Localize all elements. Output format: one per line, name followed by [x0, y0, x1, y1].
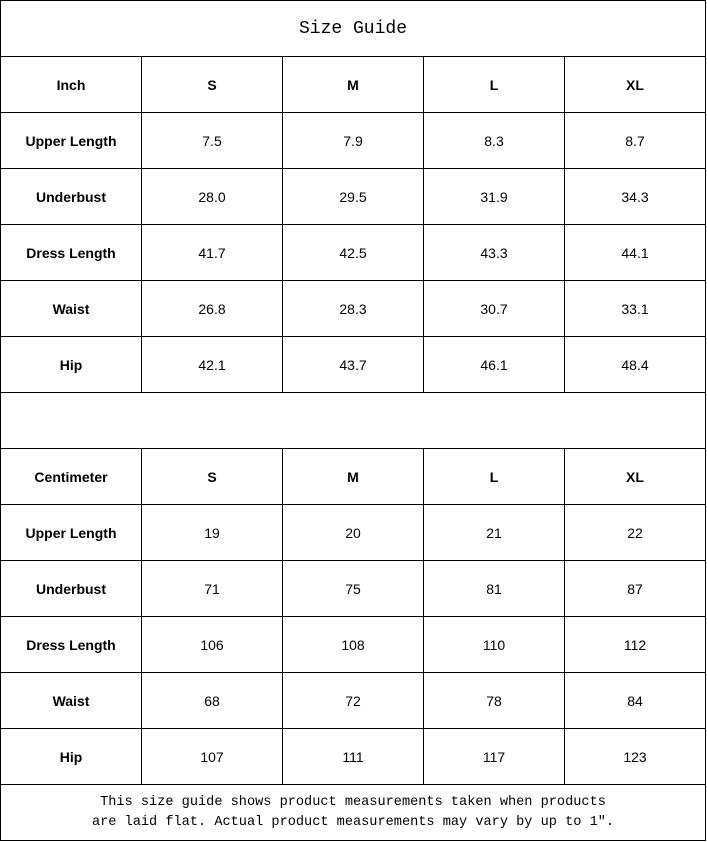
measurement-label: Upper Length [1, 113, 142, 168]
measurement-value: 106 [142, 617, 283, 672]
measurement-value: 8.7 [565, 113, 706, 168]
spacer-row [0, 392, 706, 448]
measurement-value: 43.3 [424, 225, 565, 280]
measurement-value: 123 [565, 729, 706, 784]
spacer-cell [1, 393, 706, 448]
measurement-value: 71 [142, 561, 283, 616]
measurement-value: 117 [424, 729, 565, 784]
table-row: Upper Length 7.5 7.9 8.3 8.7 [0, 112, 706, 168]
measurement-label: Underbust [1, 169, 142, 224]
table-row: Upper Length 19 20 21 22 [0, 504, 706, 560]
measurement-label: Upper Length [1, 505, 142, 560]
table-row: Underbust 28.0 29.5 31.9 34.3 [0, 168, 706, 224]
measurement-value: 7.5 [142, 113, 283, 168]
measurement-value: 72 [283, 673, 424, 728]
measurement-value: 31.9 [424, 169, 565, 224]
measurement-value: 41.7 [142, 225, 283, 280]
table-row: Hip 42.1 43.7 46.1 48.4 [0, 336, 706, 392]
measurement-label: Hip [1, 729, 142, 784]
measurement-value: 84 [565, 673, 706, 728]
measurement-value: 78 [424, 673, 565, 728]
measurement-label: Waist [1, 281, 142, 336]
measurement-value: 44.1 [565, 225, 706, 280]
measurement-value: 111 [283, 729, 424, 784]
size-header: M [283, 57, 424, 112]
footer-text: This size guide shows product measuremen… [1, 785, 706, 840]
size-header: L [424, 57, 565, 112]
measurement-value: 30.7 [424, 281, 565, 336]
table-row: Waist 26.8 28.3 30.7 33.1 [0, 280, 706, 336]
size-header: S [142, 449, 283, 504]
measurement-value: 19 [142, 505, 283, 560]
title-row: Size Guide [0, 0, 706, 56]
measurement-value: 21 [424, 505, 565, 560]
measurement-value: 42.5 [283, 225, 424, 280]
measurement-label: Hip [1, 337, 142, 392]
table-row: Underbust 71 75 81 87 [0, 560, 706, 616]
page-title: Size Guide [1, 1, 706, 56]
measurement-label: Underbust [1, 561, 142, 616]
measurement-value: 108 [283, 617, 424, 672]
table-row: Dress Length 41.7 42.5 43.3 44.1 [0, 224, 706, 280]
table-row: Waist 68 72 78 84 [0, 672, 706, 728]
measurement-value: 87 [565, 561, 706, 616]
measurement-value: 68 [142, 673, 283, 728]
measurement-value: 110 [424, 617, 565, 672]
measurement-value: 28.0 [142, 169, 283, 224]
measurement-value: 33.1 [565, 281, 706, 336]
measurement-value: 112 [565, 617, 706, 672]
size-header: L [424, 449, 565, 504]
measurement-value: 43.7 [283, 337, 424, 392]
measurement-value: 81 [424, 561, 565, 616]
size-sections: Inch S M L XL Upper Length 7.5 7.9 8.3 8.7 Underbu… [0, 56, 706, 784]
footer-line-1: This size guide shows product measuremen… [100, 794, 606, 810]
table-row: Hip 107 111 117 123 [0, 728, 706, 784]
measurement-value: 26.8 [142, 281, 283, 336]
unit-header: Centimeter [1, 449, 142, 504]
header-row: Inch S M L XL [0, 56, 706, 112]
size-header: XL [565, 57, 706, 112]
measurement-value: 48.4 [565, 337, 706, 392]
table-row: Dress Length 106 108 110 112 [0, 616, 706, 672]
measurement-value: 34.3 [565, 169, 706, 224]
measurement-label: Dress Length [1, 617, 142, 672]
measurement-value: 29.5 [283, 169, 424, 224]
measurement-value: 7.9 [283, 113, 424, 168]
unit-header: Inch [1, 57, 142, 112]
measurement-label: Waist [1, 673, 142, 728]
size-header: S [142, 57, 283, 112]
measurement-value: 8.3 [424, 113, 565, 168]
header-row: Centimeter S M L XL [0, 448, 706, 504]
measurement-value: 46.1 [424, 337, 565, 392]
measurement-label: Dress Length [1, 225, 142, 280]
footer-line-2: are laid flat. Actual product measuremen… [91, 814, 615, 830]
measurement-value: 22 [565, 505, 706, 560]
measurement-value: 42.1 [142, 337, 283, 392]
measurement-value: 20 [283, 505, 424, 560]
measurement-value: 75 [283, 561, 424, 616]
size-header: XL [565, 449, 706, 504]
footer-note: This size guide shows product measuremen… [0, 784, 706, 841]
size-header: M [283, 449, 424, 504]
measurement-value: 28.3 [283, 281, 424, 336]
measurement-value: 107 [142, 729, 283, 784]
